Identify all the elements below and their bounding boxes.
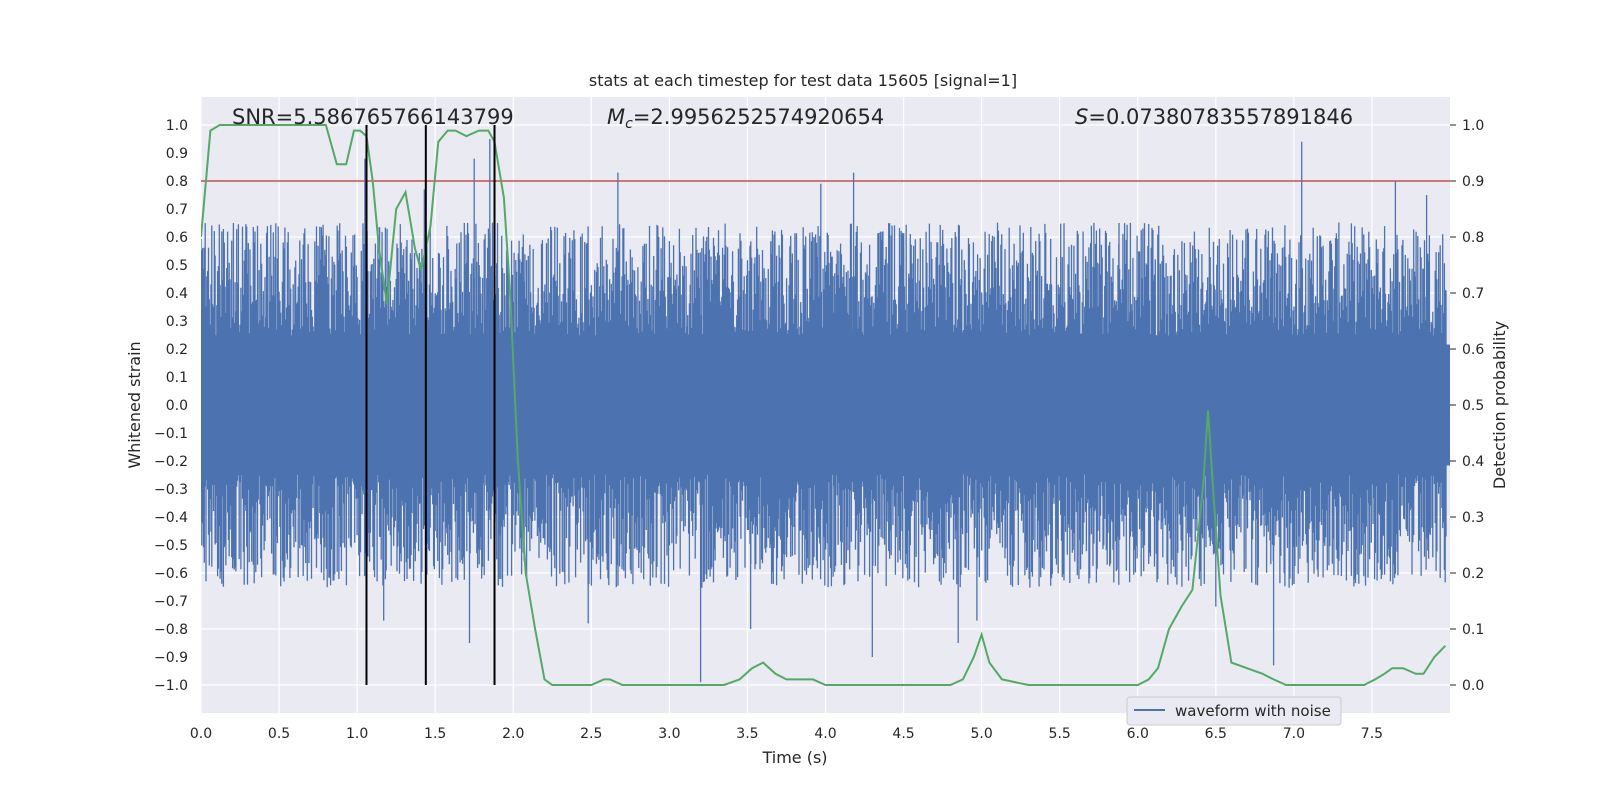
y-tick-label: 0.3 [166, 314, 188, 330]
x-tick-label: 6.5 [1205, 726, 1227, 742]
y2-axis-label: Detection probability [1490, 321, 1509, 489]
x-tick-label: 4.5 [892, 726, 914, 742]
legend-label: waveform with noise [1175, 702, 1331, 720]
y2-tick-label: 0.3 [1462, 510, 1484, 526]
y2-tick-label: 0.5 [1462, 398, 1484, 414]
x-tick-label: 3.5 [736, 726, 758, 742]
x-tick-label: 5.5 [1049, 726, 1071, 742]
x-tick-label: 1.5 [424, 726, 446, 742]
y-tick-label: −0.7 [154, 594, 188, 610]
y-axis-label: Whitened strain [125, 341, 144, 468]
y-tick-label: −0.5 [154, 538, 188, 554]
waveform-trace [201, 139, 1447, 683]
y-tick-label: 0.0 [166, 398, 188, 414]
x-tick-label: 1.0 [346, 726, 368, 742]
x-tick-label: 7.0 [1283, 726, 1305, 742]
x-tick-label: 2.5 [580, 726, 602, 742]
y-tick-label: −1.0 [154, 678, 188, 694]
y-tick-label: −0.6 [154, 566, 188, 582]
chirp-mass-annotation: Mc=2.9956252574920654 [607, 105, 884, 132]
x-tick-label: 0.5 [268, 726, 290, 742]
detection-probability-line [201, 124, 1447, 686]
y2-tick-label: 0.6 [1462, 342, 1484, 358]
legend: waveform with noise [1126, 696, 1342, 726]
marker-lines-layer [365, 125, 496, 685]
snr-annotation: SNR=5.586765766143799 [232, 105, 514, 129]
waveform-series [201, 139, 1450, 683]
y-tick-label: 0.1 [166, 370, 188, 386]
x-tick-label: 0.0 [190, 726, 212, 742]
y-tick-label: −0.8 [154, 622, 188, 638]
y-right-ticks: 1.0 0.9 0.8 0.7 0.6 0.5 0.4 0.3 0.2 0.1 0.0 [1450, 118, 1484, 694]
x-axis-label: Time (s) [761, 748, 827, 767]
y2-tick-label: 0.9 [1462, 174, 1484, 190]
y-tick-label: −0.4 [154, 510, 188, 526]
chirp-mass-value: =2.9956252574920654 [633, 105, 884, 129]
x-tick-label: 2.0 [502, 726, 524, 742]
s-symbol: S [1075, 105, 1088, 129]
y-tick-label: −0.3 [154, 482, 188, 498]
chart-title: stats at each timestep for test data 156… [589, 71, 1017, 90]
y-tick-label: −0.1 [154, 426, 188, 442]
y2-tick-label: 0.4 [1462, 454, 1484, 470]
x-tick-label: 4.0 [814, 726, 836, 742]
y-tick-label: 0.8 [166, 174, 188, 190]
detection-probability-series [201, 124, 1447, 686]
y-tick-label: −0.2 [154, 454, 188, 470]
s-annotation: S=0.07380783557891846 [1075, 105, 1353, 129]
y-tick-label: 0.2 [166, 342, 188, 358]
x-tick-label: 3.0 [658, 726, 680, 742]
x-ticks: 0.0 0.5 1.0 1.5 2.0 2.5 3.0 3.5 4.0 4.5 5.0 5.5 6.0 6… [190, 726, 1383, 742]
y2-tick-label: 0.8 [1462, 230, 1484, 246]
y2-tick-label: 0.0 [1462, 678, 1484, 694]
y2-tick-label: 0.2 [1462, 566, 1484, 582]
y-left-ticks: 1.0 0.9 0.8 0.7 0.6 0.5 0.4 0.3 0.2 0.1 0.0 −0.1 −0.… [154, 118, 188, 694]
y-tick-label: 0.5 [166, 258, 188, 274]
y-tick-label: −0.9 [154, 650, 188, 666]
chirp-mass-symbol: M [607, 105, 625, 129]
y-tick-label: 0.4 [166, 286, 188, 302]
y2-tick-label: 1.0 [1462, 118, 1484, 134]
y-tick-label: 1.0 [166, 118, 188, 134]
x-tick-label: 7.5 [1361, 726, 1383, 742]
legend-box [1126, 696, 1342, 726]
s-value: =0.07380783557891846 [1088, 105, 1353, 129]
y2-tick-label: 0.1 [1462, 622, 1484, 638]
x-tick-label: 6.0 [1127, 726, 1149, 742]
y-tick-label: 0.7 [166, 202, 188, 218]
y2-tick-label: 0.7 [1462, 286, 1484, 302]
y-tick-label: 0.9 [166, 146, 188, 162]
y-tick-label: 0.6 [166, 230, 188, 246]
chirp-mass-subscript: c [625, 116, 633, 132]
x-tick-label: 5.0 [970, 726, 992, 742]
